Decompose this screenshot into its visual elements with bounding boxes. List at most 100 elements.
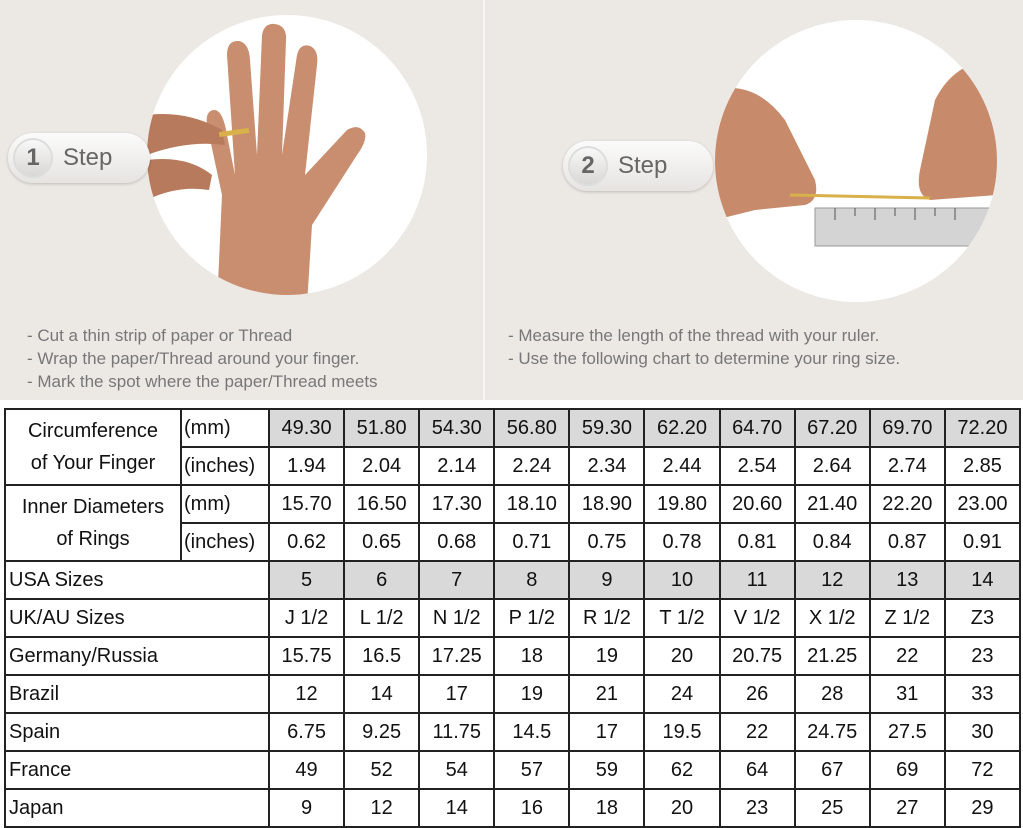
table-cell: 27 (868, 788, 946, 828)
table-cell: 62 (643, 750, 721, 790)
step-1-number: 1 (13, 138, 53, 178)
instruction-line: - Wrap the paper/Thread around your fing… (27, 349, 360, 368)
table-cell: 0.78 (643, 522, 721, 562)
table-cell: 23.00 (943, 484, 1022, 524)
table-row: France 49 52 54 57 59 62 64 67 69 72 (4, 750, 1022, 790)
table-cell: 14 (418, 788, 496, 828)
table-cell: 0.91 (943, 522, 1022, 562)
table-cell: 29 (943, 788, 1022, 828)
table-cell: J 1/2 (267, 598, 346, 638)
table-row: UK/AU Sizes J 1/2 L 1/2 N 1/2 P 1/2 R 1/2 T 1/… (4, 598, 1022, 638)
table-cell: 69 (868, 750, 946, 790)
table-cell: 72 (943, 750, 1022, 790)
table-cell: 21 (568, 674, 646, 714)
instruction-line: - Measure the length of the thread with … (508, 326, 880, 345)
table-cell: 54 (418, 750, 496, 790)
row-label: Brazil (4, 674, 270, 714)
table-cell: 2.44 (643, 446, 721, 486)
table-cell: 5 (267, 560, 346, 600)
table-cell: T 1/2 (643, 598, 721, 638)
table-cell: 59 (568, 750, 646, 790)
step-2-instructions: - Measure the length of the thread with … (508, 324, 900, 370)
table-cell: 2.74 (868, 446, 946, 486)
table-cell: 13 (868, 560, 946, 600)
table-cell: 22 (718, 712, 796, 752)
table-cell: 25 (793, 788, 871, 828)
table-cell: 69.70 (868, 408, 946, 448)
row-label: Japan (4, 788, 270, 828)
table-cell: 22 (868, 636, 946, 676)
table-cell: 2.64 (793, 446, 871, 486)
table-cell: 19 (493, 674, 571, 714)
table-cell: 6.75 (267, 712, 346, 752)
table-cell: 10 (643, 560, 721, 600)
table-cell: 26 (718, 674, 796, 714)
table-cell: 14 (343, 674, 421, 714)
step-2-badge: 2 Step (563, 141, 713, 191)
table-cell: 2.34 (568, 446, 646, 486)
table-cell: 14 (943, 560, 1022, 600)
instruction-line: - Cut a thin strip of paper or Thread (27, 326, 293, 345)
table-cell: 67.20 (793, 408, 871, 448)
table-cell: 49.30 (267, 408, 346, 448)
table-cell: N 1/2 (418, 598, 496, 638)
table-cell: 21.25 (793, 636, 871, 676)
row-label: UK/AU Sizes (4, 598, 270, 638)
table-row: (inches) 1.94 2.04 2.14 2.24 2.34 2.44 2.54 2.64… (5, 446, 1022, 486)
table-cell: 17.25 (418, 636, 496, 676)
table-cell: 7 (418, 560, 496, 600)
table-cell: 18.10 (493, 484, 571, 524)
table-cell: 18 (568, 788, 646, 828)
inner_diameter-label: Inner Diameters of Rings (4, 484, 182, 562)
row-label: USA Sizes (4, 560, 270, 600)
table-cell: 2.14 (418, 446, 496, 486)
table-cell: 1.94 (267, 446, 346, 486)
panel-divider (483, 0, 485, 400)
table-cell: 72.20 (943, 408, 1022, 448)
step-2-number: 2 (568, 146, 608, 186)
label-line: of Your Finger (30, 452, 156, 474)
step-2-label: Step (618, 152, 668, 179)
table-cell: 19 (568, 636, 646, 676)
table-cell: 64 (718, 750, 796, 790)
table-cell: 0.62 (267, 522, 346, 562)
ruler-photo (715, 20, 997, 302)
table-cell: 16 (493, 788, 571, 828)
table-cell: 17.30 (418, 484, 496, 524)
unit-label: (mm) (180, 408, 270, 448)
table-cell: 9 (568, 560, 646, 600)
step-1-instructions: - Cut a thin strip of paper or Thread - … (27, 324, 378, 393)
label-line: Circumference (27, 420, 159, 442)
table-row: Circumference of Your Finger (mm) 49.30 51.8… (4, 408, 1022, 486)
table-cell: 16.50 (343, 484, 421, 524)
instructions-panel: 1 Step - Cut a thin strip of paper or Th… (0, 0, 1023, 400)
table-cell: 28 (793, 674, 871, 714)
table-cell: 54.30 (418, 408, 496, 448)
table-cell: 11 (718, 560, 796, 600)
table-cell: 57 (493, 750, 571, 790)
table-cell: 59.30 (568, 408, 646, 448)
table-cell: 0.68 (418, 522, 496, 562)
table-cell: 0.84 (793, 522, 871, 562)
table-cell: 21.40 (793, 484, 871, 524)
table-row: Inner Diameters of Rings (mm) 15.70 16.50 17.… (4, 484, 1022, 562)
label-line: of Rings (56, 528, 130, 550)
table-cell: 23 (718, 788, 796, 828)
table-cell: 18.90 (568, 484, 646, 524)
table-cell: 8 (493, 560, 571, 600)
unit-label: (mm) (180, 484, 270, 524)
table-cell: 11.75 (418, 712, 496, 752)
table-cell: 49 (267, 750, 346, 790)
table-row: Brazil 12 14 17 19 21 24 26 28 31 33 (4, 674, 1022, 714)
table-cell: 24.75 (793, 712, 871, 752)
table-cell: 23 (943, 636, 1022, 676)
table-cell: 64.70 (718, 408, 796, 448)
table-cell: 0.75 (568, 522, 646, 562)
table-row: (inches) 0.62 0.65 0.68 0.71 0.75 0.78 0.81 0.84… (5, 522, 1022, 562)
table-cell: V 1/2 (718, 598, 796, 638)
row-label: France (4, 750, 270, 790)
table-cell: 9 (267, 788, 346, 828)
label-line: Inner Diameters (21, 496, 165, 518)
table-cell: 12 (793, 560, 871, 600)
table-cell: 19.5 (643, 712, 721, 752)
